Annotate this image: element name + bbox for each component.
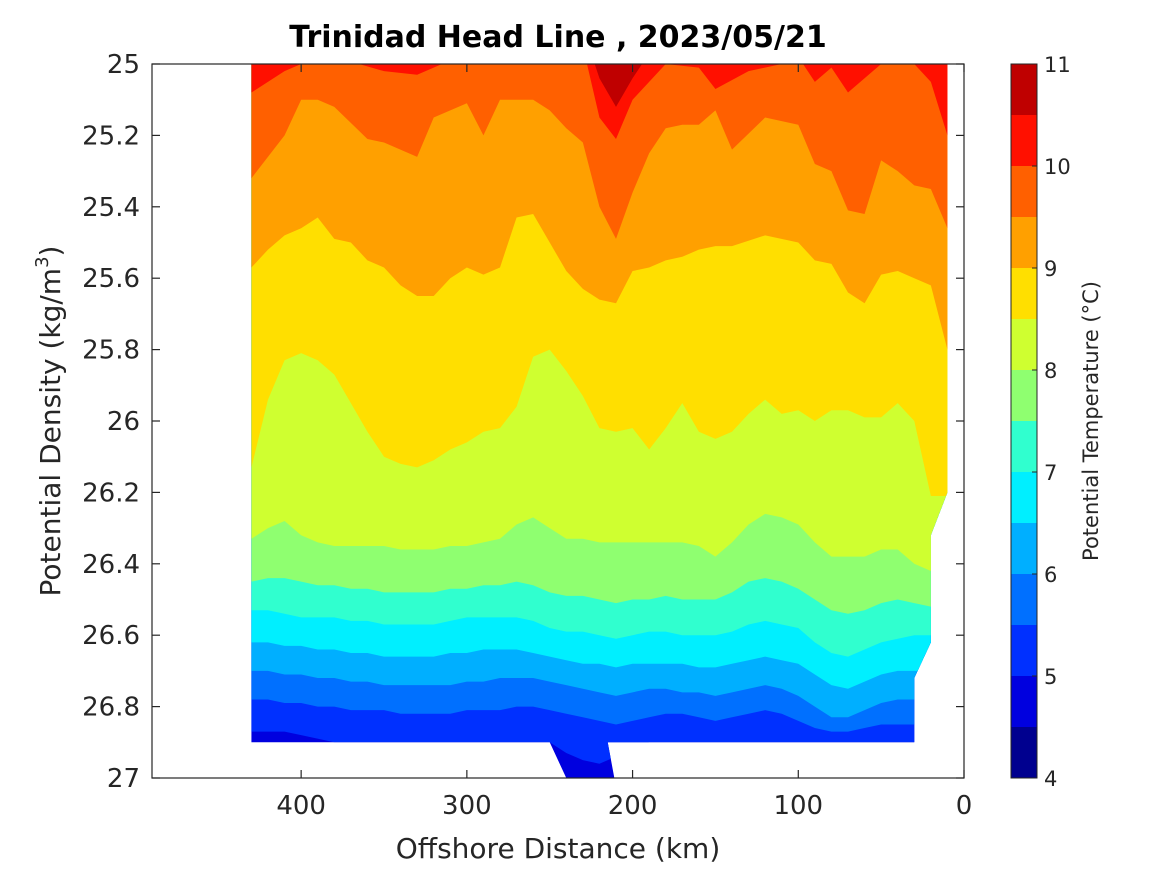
y-tick-label: 25.6 xyxy=(82,264,140,294)
plot-area xyxy=(151,63,965,779)
contour-band-10 xyxy=(251,64,948,139)
x-axis-label: Offshore Distance (km) xyxy=(396,832,721,865)
colorbar-tick-label: 4 xyxy=(1044,767,1057,791)
colorbar-tick-label: 11 xyxy=(1044,53,1071,77)
x-axis: 400 300 200 100 0 xyxy=(276,64,972,821)
colorbar-label: Potential Temperature (°C) xyxy=(1079,281,1103,561)
x-tick-label: 300 xyxy=(442,791,492,821)
colorbar-frame xyxy=(1010,63,1038,779)
y-tick-label: 26.8 xyxy=(82,693,140,723)
colorbar-tick-label: 5 xyxy=(1044,665,1057,689)
colorbar-band xyxy=(1011,370,1037,421)
y-tick-label: 25.4 xyxy=(82,193,140,223)
y-axis-label-close: ) xyxy=(34,246,67,257)
colorbar-tick-label: 10 xyxy=(1044,155,1071,179)
contour-band-9-5 xyxy=(251,64,948,239)
colorbar-tick-label: 8 xyxy=(1044,359,1057,383)
colorbar-band xyxy=(1011,472,1037,523)
colorbar-band xyxy=(1011,625,1037,676)
y-tick-label: 25 xyxy=(107,50,140,80)
colorbar-band xyxy=(1011,115,1037,166)
colorbar-tick-label: 7 xyxy=(1044,461,1057,485)
colorbar-band xyxy=(1011,523,1037,574)
y-axis-label-superscript: 3 xyxy=(32,256,53,267)
y-tick-label: 27 xyxy=(107,764,140,794)
x-tick-label: 400 xyxy=(276,791,326,821)
contour-fill-group xyxy=(251,64,948,778)
chart-title: Trinidad Head Line , 2023/05/21 xyxy=(289,20,826,55)
x-tick-label: 200 xyxy=(608,791,658,821)
y-axis: 25 25.2 25.4 25.6 25.8 26 26.2 26.4 26.6 26.8 27 xyxy=(82,50,964,794)
y-tick-label: 26.6 xyxy=(82,621,140,651)
colorbar-band xyxy=(1011,574,1037,625)
colorbar-band xyxy=(1011,64,1037,115)
colorbar: 4 5 6 7 8 9 10 11 xyxy=(1010,53,1071,791)
colorbar-band xyxy=(1011,268,1037,319)
colorbar-band xyxy=(1011,727,1037,778)
x-tick-label: 100 xyxy=(773,791,823,821)
x-tick-label: 0 xyxy=(956,791,973,821)
colorbar-band xyxy=(1011,217,1037,268)
colorbar-band xyxy=(1011,421,1037,472)
colorbar-band xyxy=(1011,166,1037,217)
y-tick-label: 26.2 xyxy=(82,478,140,508)
y-tick-label: 26 xyxy=(107,407,140,437)
y-tick-label: 25.8 xyxy=(82,336,140,366)
colorbar-tick-label: 6 xyxy=(1044,563,1057,587)
y-tick-label: 26.4 xyxy=(82,550,140,580)
y-axis-label: Potential Density (kg/m3) xyxy=(32,246,67,597)
colorbar-band xyxy=(1011,319,1037,370)
y-tick-label: 25.2 xyxy=(82,121,140,151)
y-axis-label-text: Potential Density (kg/m xyxy=(34,268,67,597)
colorbar-tick-label: 9 xyxy=(1044,257,1057,281)
colorbar-band xyxy=(1011,676,1037,727)
